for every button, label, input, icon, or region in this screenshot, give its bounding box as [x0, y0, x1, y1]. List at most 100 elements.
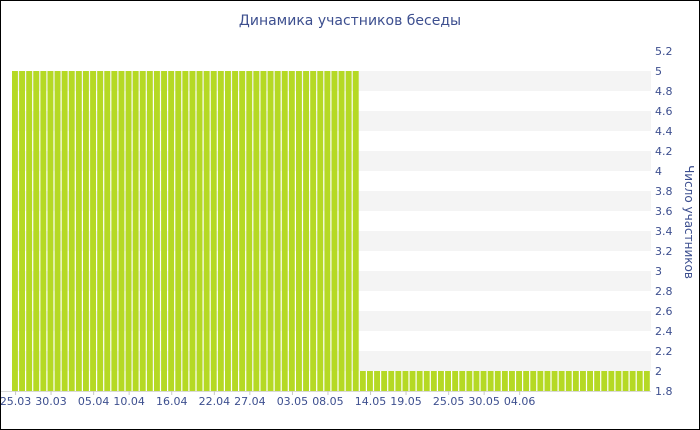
- bar: [175, 71, 182, 391]
- bar: [267, 71, 274, 391]
- bar: [587, 371, 593, 391]
- bar: [580, 371, 586, 391]
- bar: [189, 71, 196, 391]
- bar: [111, 71, 118, 391]
- bar: [210, 71, 217, 391]
- y-tick-label: 5: [655, 65, 662, 78]
- bar: [572, 371, 579, 391]
- y-tick-label: 3: [655, 265, 662, 278]
- bar: [253, 71, 260, 391]
- bar: [487, 371, 494, 391]
- bar: [54, 71, 61, 391]
- bar: [281, 71, 288, 391]
- bar: [622, 371, 629, 391]
- y-tick-label: 2.6: [655, 305, 673, 318]
- bar: [452, 371, 459, 391]
- y-tick-label: 5.2: [655, 45, 673, 58]
- bar: [33, 71, 40, 391]
- bar: [359, 371, 366, 391]
- bar: [75, 71, 82, 391]
- bar: [636, 371, 643, 391]
- bar: [97, 71, 104, 391]
- x-tick-label: 05.04: [78, 395, 110, 408]
- y-tick-label: 3.8: [655, 185, 673, 198]
- y-tick-label: 3.6: [655, 205, 673, 218]
- bar: [416, 371, 423, 391]
- chart-title: Динамика участников беседы: [238, 13, 462, 29]
- bar: [615, 371, 622, 391]
- y-tick-label: 4.4: [655, 125, 673, 138]
- x-tick-label: 14.05: [355, 395, 387, 408]
- y-tick-label: 2.2: [655, 345, 673, 358]
- bar: [146, 71, 153, 391]
- y-tick-label: 4.6: [655, 105, 673, 118]
- bar: [161, 71, 167, 391]
- bar: [459, 371, 466, 391]
- x-tick-label: 16.04: [156, 395, 188, 408]
- bar: [154, 71, 160, 391]
- bar: [288, 71, 295, 391]
- bar: [12, 71, 18, 391]
- bar: [374, 371, 380, 391]
- bar: [594, 371, 601, 391]
- y-tick-label: 4: [655, 165, 662, 178]
- bar: [239, 71, 246, 391]
- bar: [608, 371, 615, 391]
- bar: [104, 71, 111, 391]
- bar: [516, 371, 522, 391]
- x-tick-label: 22.04: [199, 395, 231, 408]
- bar: [203, 71, 210, 391]
- x-tick-label: 25.03: [1, 395, 31, 408]
- y-tick-label: 2.4: [655, 325, 673, 338]
- y-tick-label: 3.2: [655, 245, 673, 258]
- bar: [40, 71, 47, 391]
- bar: [352, 71, 359, 391]
- x-tick-label: 10.04: [113, 395, 145, 408]
- bar: [643, 371, 650, 391]
- bar: [182, 71, 189, 391]
- bar: [324, 71, 331, 391]
- bar: [118, 71, 125, 391]
- bar: [139, 71, 146, 391]
- bar: [430, 371, 437, 391]
- x-tick-label: 08.05: [312, 395, 344, 408]
- bar: [509, 371, 515, 391]
- x-tick-label: 30.05: [468, 395, 500, 408]
- bar: [47, 71, 54, 391]
- bar: [345, 71, 352, 391]
- bar: [381, 371, 388, 391]
- y-tick-label: 2: [655, 365, 662, 378]
- bar: [331, 71, 338, 391]
- bar: [125, 71, 132, 391]
- bar: [494, 371, 501, 391]
- bar: [523, 371, 530, 391]
- bar: [246, 71, 253, 391]
- bar: [196, 71, 203, 391]
- x-tick-label: 25.05: [433, 395, 465, 408]
- bar: [501, 371, 508, 391]
- bar: [530, 371, 537, 391]
- y-tick-label: 2.8: [655, 285, 673, 298]
- bar: [68, 71, 75, 391]
- bar: [445, 371, 451, 391]
- bar: [90, 71, 96, 391]
- bar: [537, 371, 544, 391]
- bar: [544, 371, 551, 391]
- bar: [551, 371, 558, 391]
- bar: [558, 371, 565, 391]
- bar: [466, 371, 473, 391]
- bar: [473, 371, 480, 391]
- x-tick-label: 03.05: [277, 395, 309, 408]
- bar: [274, 71, 281, 391]
- bar: [296, 71, 302, 391]
- bar: [132, 71, 139, 391]
- bar: [26, 71, 33, 391]
- bar: [338, 71, 345, 391]
- bar: [168, 71, 175, 391]
- bar: [260, 71, 267, 391]
- bar: [438, 371, 444, 391]
- bar: [217, 71, 224, 391]
- y-tick-label: 3.4: [655, 225, 673, 238]
